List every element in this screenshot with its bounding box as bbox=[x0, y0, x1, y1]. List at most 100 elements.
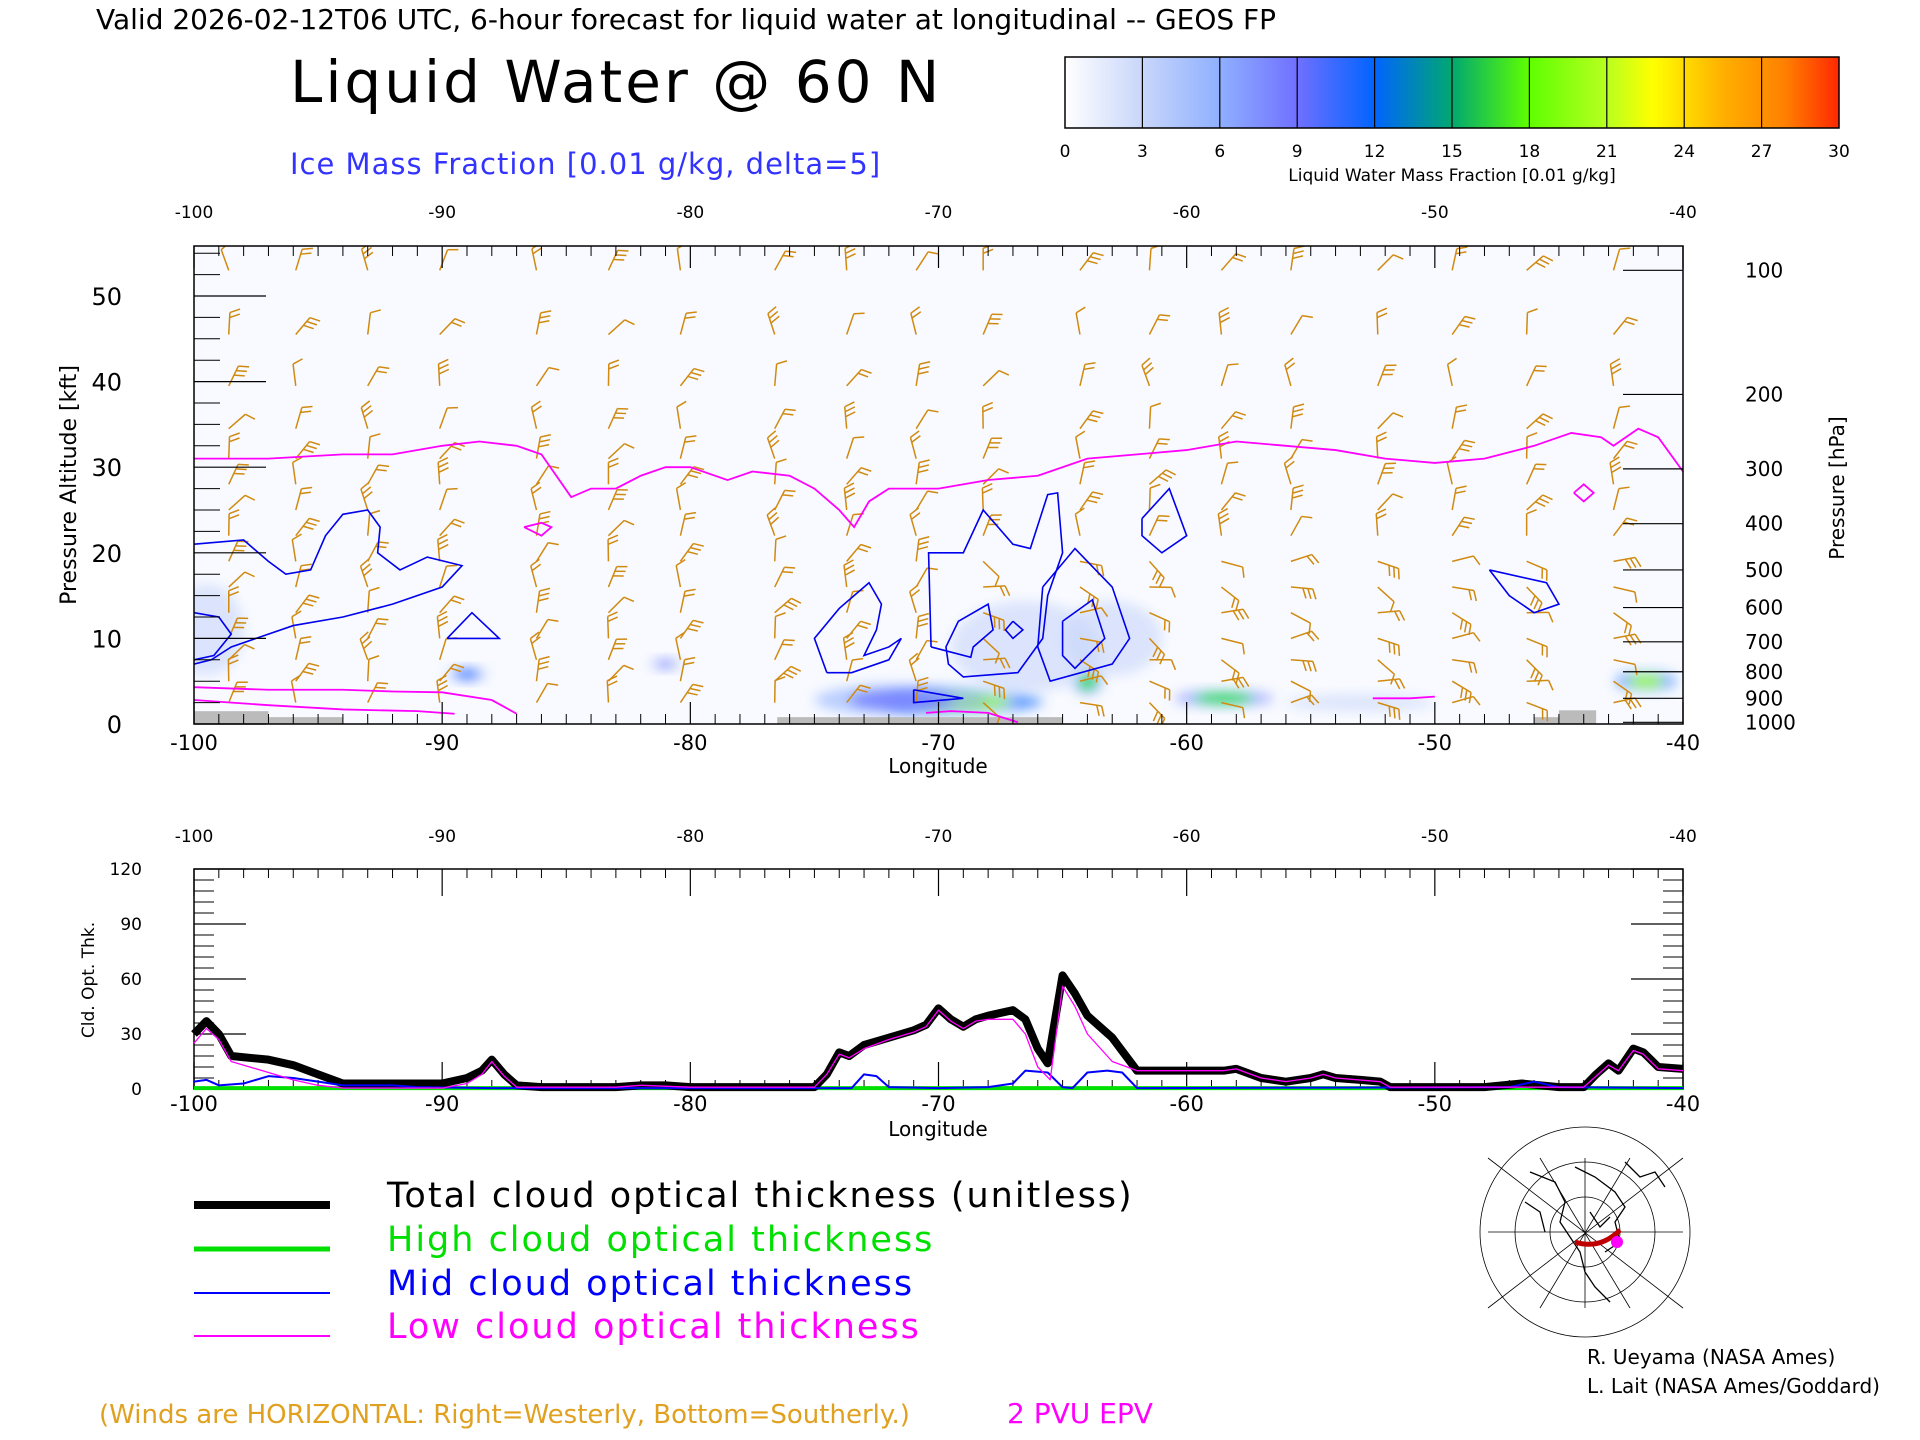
wind-barb-staff bbox=[1290, 586, 1313, 590]
wind-barb-feather bbox=[1376, 312, 1388, 319]
wind-barb-feather bbox=[438, 363, 449, 370]
wind-barb-staff bbox=[1079, 491, 1094, 511]
wind-barb-staff bbox=[774, 490, 786, 511]
wind-barb-staff bbox=[1377, 463, 1386, 485]
wind-barb-feather bbox=[237, 617, 249, 620]
wind-barb-feather bbox=[235, 545, 247, 547]
wind-barb bbox=[679, 511, 697, 536]
wind-barb-feather bbox=[1283, 455, 1294, 464]
wind-barb bbox=[1220, 411, 1247, 430]
wind-barb-feather bbox=[927, 490, 939, 494]
wind-barb-feather bbox=[308, 662, 320, 667]
wind-barb-staff bbox=[1452, 631, 1474, 640]
wind-barb-feather bbox=[306, 521, 317, 527]
wind-barb-feather bbox=[1627, 316, 1638, 322]
wind-barb-feather bbox=[767, 306, 777, 315]
wind-barb-feather bbox=[687, 550, 699, 556]
wind-barb-staff bbox=[1148, 560, 1165, 579]
ice-contour bbox=[194, 611, 233, 661]
wind-barb-feather bbox=[1610, 363, 1621, 370]
wind-barb-staff bbox=[606, 616, 610, 639]
wind-barb-feather bbox=[1455, 490, 1466, 494]
wind-barb-feather bbox=[299, 568, 311, 572]
wind-barb-staff bbox=[1290, 612, 1311, 624]
wind-barb-feather bbox=[1235, 600, 1240, 612]
wind-barb-staff bbox=[295, 594, 310, 614]
wind-barb-feather bbox=[1459, 618, 1464, 630]
wind-barb-staff bbox=[367, 541, 379, 562]
wind-barb-feather bbox=[228, 591, 240, 597]
wind-barb-staff bbox=[535, 683, 549, 703]
wind-barb bbox=[535, 366, 560, 387]
wind-barb-feather bbox=[437, 615, 448, 623]
wind-barb-feather bbox=[1302, 314, 1313, 319]
liquid-water-blob bbox=[1062, 601, 1162, 676]
wind-barb-staff bbox=[1220, 492, 1236, 511]
wind-barb-feather bbox=[608, 457, 619, 464]
epv-2pvu-line bbox=[1573, 483, 1596, 503]
lower-plot-frame bbox=[193, 868, 1684, 1090]
wind-barb bbox=[773, 535, 787, 562]
wind-barb-staff bbox=[982, 468, 1000, 485]
wind-barb-feather bbox=[1376, 431, 1387, 438]
wind-barb-staff bbox=[846, 544, 862, 562]
wind-barb-feather bbox=[447, 248, 459, 251]
wind-barb bbox=[1220, 253, 1247, 271]
wind-barb-staff bbox=[843, 488, 848, 511]
wind-barb-staff bbox=[846, 369, 862, 387]
wind-barb-feather bbox=[1455, 409, 1467, 413]
wind-barb bbox=[1452, 555, 1481, 566]
wind-barb-feather bbox=[783, 672, 794, 679]
colorbar-tick-label: 30 bbox=[1828, 142, 1850, 162]
wind-barb-feather bbox=[766, 507, 776, 516]
wind-barb-staff bbox=[228, 681, 238, 703]
wind-barb bbox=[679, 466, 705, 485]
wind-barb-staff bbox=[1148, 314, 1161, 335]
credit-line-2: L. Lait (NASA Ames/Goddard) bbox=[1587, 1374, 1880, 1398]
wind-barb-staff bbox=[1079, 637, 1102, 643]
wind-barb-feather bbox=[910, 657, 920, 666]
wind-barb-feather bbox=[770, 516, 780, 525]
wind-barb bbox=[1451, 485, 1467, 511]
wind-barb-feather bbox=[784, 408, 796, 412]
wind-barb-feather bbox=[1293, 250, 1304, 255]
wind-barb-staff bbox=[982, 437, 993, 459]
wind-barb-feather bbox=[845, 247, 856, 255]
wind-barb-feather bbox=[607, 680, 618, 687]
wind-barb-feather bbox=[1385, 462, 1397, 465]
wind-barb-staff bbox=[360, 407, 369, 429]
wind-barb-feather bbox=[309, 440, 321, 446]
wind-barb-staff bbox=[295, 488, 303, 511]
pressure-tick-label: 1000 bbox=[1745, 710, 1796, 734]
wind-barb bbox=[1376, 307, 1388, 335]
wind-barb bbox=[535, 587, 551, 613]
wind-barb-feather bbox=[447, 406, 458, 409]
wind-barb bbox=[1218, 306, 1231, 335]
wind-barb-feather bbox=[615, 254, 627, 257]
wind-barb-feather bbox=[844, 569, 856, 576]
wind-barb-feather bbox=[998, 686, 1001, 698]
wind-barb-feather bbox=[292, 456, 303, 464]
top-x-tick-label: -100 bbox=[175, 827, 214, 847]
wind-barb bbox=[607, 359, 620, 386]
x-tick-label: -80 bbox=[673, 731, 707, 755]
wind-barb-feather bbox=[303, 324, 314, 330]
wind-barb-feather bbox=[1161, 472, 1173, 479]
wind-barb-feather bbox=[1610, 358, 1621, 365]
wind-barb-staff bbox=[1148, 248, 1152, 271]
wind-barb-staff bbox=[228, 365, 240, 387]
wind-barb-staff bbox=[366, 590, 370, 613]
wind-barb-feather bbox=[1087, 666, 1091, 678]
wind-barb bbox=[982, 401, 994, 429]
wind-barb-feather bbox=[987, 446, 999, 449]
wind-barb bbox=[607, 407, 629, 429]
y-tick-label: 10 bbox=[91, 625, 122, 653]
wind-barb-staff bbox=[1452, 555, 1474, 563]
wind-barb bbox=[844, 401, 856, 429]
wind-barb-feather bbox=[531, 400, 541, 408]
wind-barb-feather bbox=[927, 409, 939, 413]
wind-barb-feather bbox=[1155, 573, 1162, 584]
wind-barb-staff bbox=[366, 312, 372, 335]
wind-barb bbox=[1377, 462, 1397, 485]
colorbar-tick-label: 24 bbox=[1673, 142, 1695, 162]
